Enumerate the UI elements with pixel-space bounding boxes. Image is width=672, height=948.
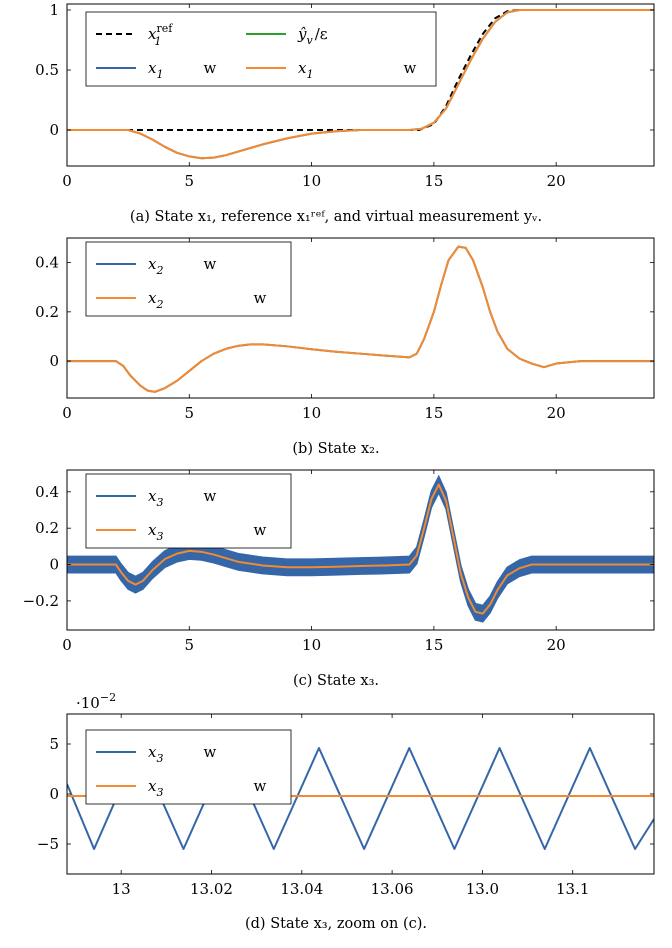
x-tick-label: 10 bbox=[302, 636, 321, 654]
legend-label: x2 w bbox=[148, 289, 266, 311]
axes-frame bbox=[66, 237, 655, 399]
legend-label: x3 w bbox=[148, 487, 216, 509]
legend-label: x2 w bbox=[148, 255, 216, 277]
y-tick-label: 0.4 bbox=[35, 254, 59, 272]
legend-box bbox=[85, 11, 437, 87]
legend: x3 w x3 w bbox=[85, 729, 292, 805]
chart-panel-2: 0 5 10 15 20 0 0.2 0.4 x2 w x2 w (b) State x₂. bbox=[35, 237, 655, 457]
x-tick-label: 13.04 bbox=[280, 880, 323, 898]
x-tick-label: 5 bbox=[185, 404, 195, 422]
legend-label: xref 1 bbox=[148, 22, 173, 48]
y-tick-label: 0 bbox=[49, 121, 59, 139]
x-tick-label: 0 bbox=[62, 404, 72, 422]
axes-frame bbox=[66, 3, 655, 167]
series-line-1-3 bbox=[67, 9, 654, 160]
y-tick-label: 0 bbox=[49, 352, 59, 370]
x-tick-label: 20 bbox=[547, 636, 566, 654]
series-line-2-2 bbox=[67, 245, 654, 393]
x-tick-label: 0 bbox=[62, 172, 72, 190]
x-tick-label: 15 bbox=[424, 636, 443, 654]
caption: (c) State x₃. bbox=[293, 673, 379, 689]
caption: (a) State x₁, reference x₁ʳᵉᶠ, and virtu… bbox=[130, 209, 542, 225]
y-scale-label: ·10−2 bbox=[76, 691, 116, 712]
y-tick-label: 0.4 bbox=[35, 483, 59, 501]
series-line-3-1 bbox=[67, 474, 654, 623]
x-tick-label: 0 bbox=[62, 636, 72, 654]
y-tick-label: 0.5 bbox=[35, 61, 59, 79]
y-tick-label: 1 bbox=[49, 1, 59, 19]
legend-box bbox=[85, 729, 292, 805]
legend-label: ŷv/ε bbox=[297, 25, 328, 47]
y-tick-label: 0.2 bbox=[35, 303, 59, 321]
legend-box bbox=[85, 473, 292, 549]
caption: (d) State x₃, zoom on (c). bbox=[245, 916, 427, 932]
legend-label: x3 w bbox=[148, 777, 266, 799]
legend-label: x1 w bbox=[298, 59, 416, 81]
chart-panel-3: 0 5 10 15 20 −0.2 0 0.2 0.4 x3 w x3 w (c) State x₃. bbox=[23, 469, 655, 689]
y-tick-label: 0.2 bbox=[35, 519, 59, 537]
plot-area bbox=[67, 474, 654, 623]
chart-panel-4: 13 13.02 13.04 13.06 13.0 13.1−505·10−2x3 wx3 w… bbox=[37, 691, 655, 932]
legend-label: x3 w bbox=[148, 521, 266, 543]
plot-area bbox=[67, 9, 654, 160]
axes-frame bbox=[66, 469, 655, 631]
x-tick-label: 15 bbox=[424, 404, 443, 422]
y-tick-label: −5 bbox=[37, 835, 59, 853]
x-tick-label: 15 bbox=[424, 172, 443, 190]
y-tick-label: 5 bbox=[49, 735, 59, 753]
x-tick-label: 20 bbox=[547, 404, 566, 422]
y-tick-label: 0 bbox=[49, 556, 59, 574]
legend-label: x3 w bbox=[148, 743, 216, 765]
legend-box bbox=[85, 241, 292, 317]
x-tick-label: 10 bbox=[302, 172, 321, 190]
legend: x2 w x2 w bbox=[85, 241, 292, 317]
plot-area bbox=[67, 245, 654, 393]
x-tick-label: 10 bbox=[302, 404, 321, 422]
x-tick-label: 13.06 bbox=[371, 880, 414, 898]
chart-panel-1: 0 5 10 15 20 0 0.5 1 xref 1 ŷv/ε x1 w x1 w (a) State x₁… bbox=[35, 1, 655, 225]
y-tick-label: 0 bbox=[49, 785, 59, 803]
x-tick-label: 5 bbox=[185, 172, 195, 190]
legend-label: x1 w bbox=[148, 59, 216, 81]
series-line-3-2 bbox=[67, 483, 654, 615]
caption: (b) State x₂. bbox=[292, 441, 379, 457]
legend: xref 1 ŷv/ε x1 w x1 w bbox=[85, 11, 437, 87]
x-tick-label: 13.02 bbox=[190, 880, 233, 898]
x-tick-label: 13.0 bbox=[466, 880, 499, 898]
x-tick-label: 20 bbox=[547, 172, 566, 190]
legend: x3 w x3 w bbox=[85, 473, 292, 549]
x-tick-label: 13.1 bbox=[556, 880, 589, 898]
y-tick-label: −0.2 bbox=[23, 592, 59, 610]
x-tick-label: 5 bbox=[185, 636, 195, 654]
x-tick-label: 13 bbox=[112, 880, 131, 898]
